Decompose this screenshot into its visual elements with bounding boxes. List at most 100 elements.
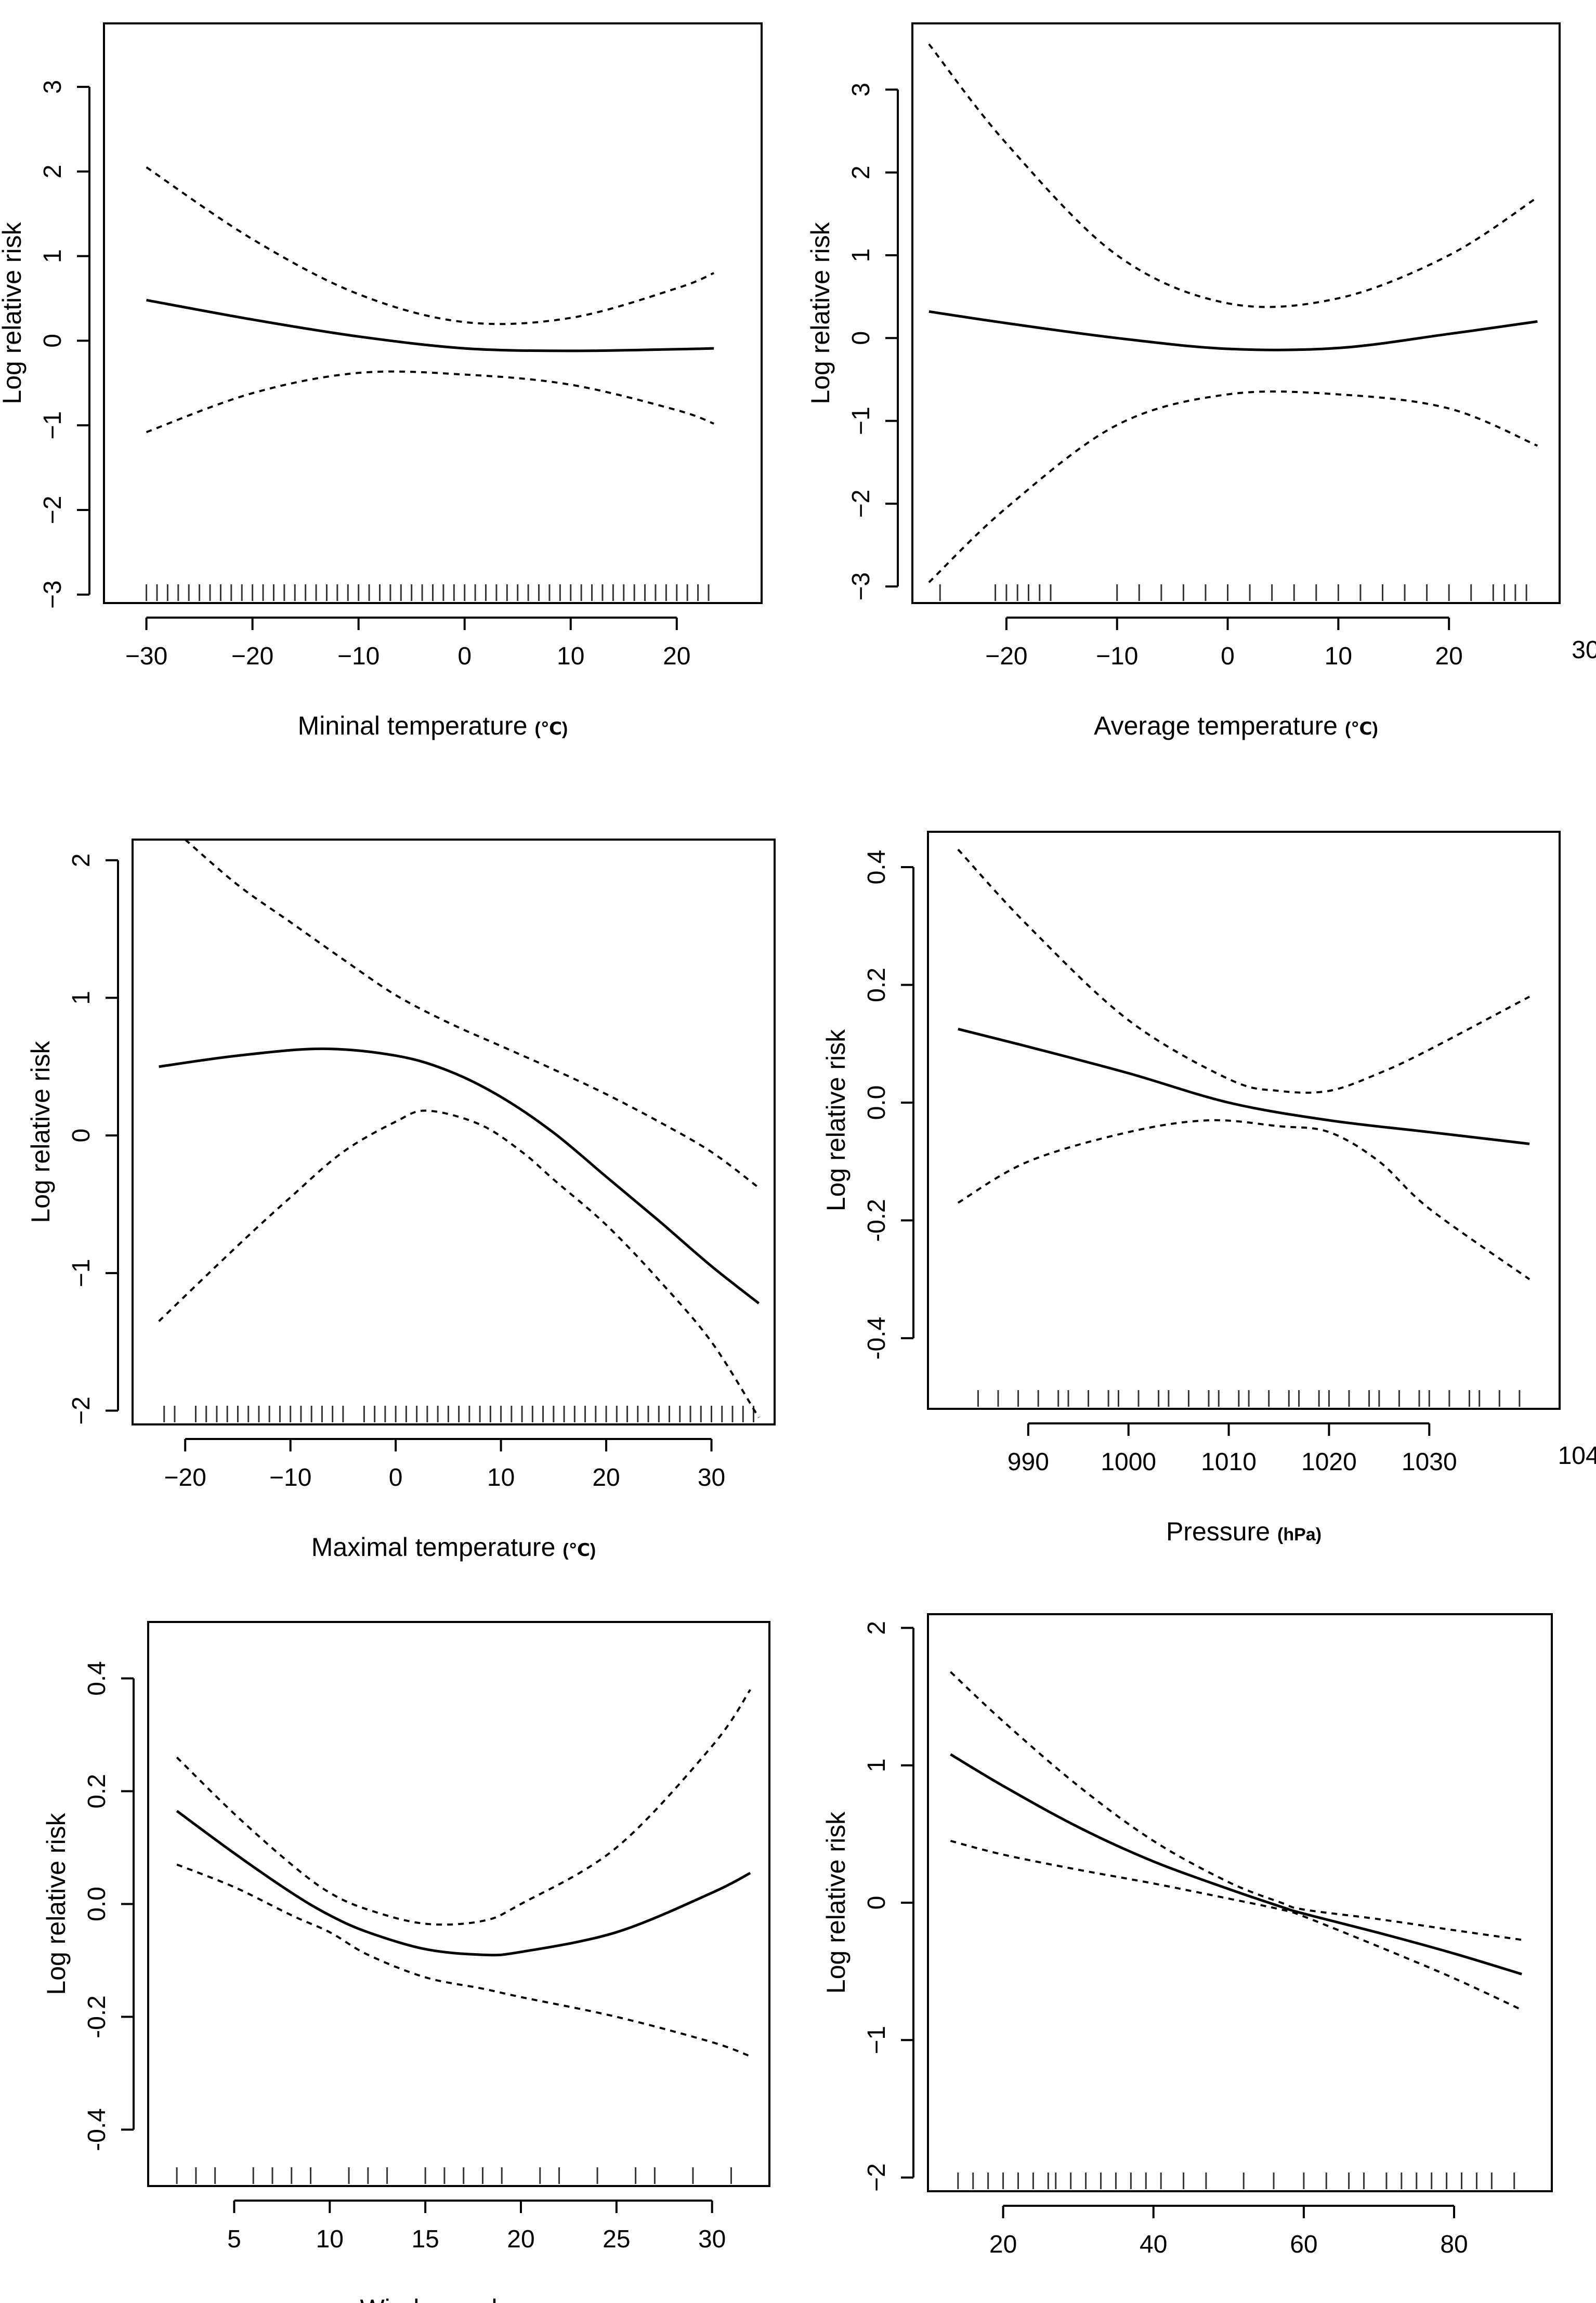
x-tick-label: 30 [698,1464,725,1491]
y-tick-label: −1 [847,407,875,435]
x-tick-label: 10 [1325,643,1352,670]
y-tick-label: 2 [863,1621,891,1635]
y-tick-label: 1 [847,248,875,263]
x-tick-label: 40 [1140,2231,1167,2258]
y-tick-label: -0.2 [83,1995,111,2038]
y-tick-label: 0.4 [863,850,891,885]
y-tick-label: 0 [863,1896,891,1910]
x-axis-unit: (℃) [1345,719,1378,739]
y-tick-label: 1 [39,249,67,263]
x-tick-label: 1000 [1101,1448,1156,1476]
series-lower [146,370,714,434]
x-axis-label: Wind speed (km/h) [360,2294,557,2303]
x-tick-label: 60 [1290,2231,1317,2258]
series-estimate [176,1810,751,1957]
series-upper [176,1689,751,1926]
y-axis-label: Log relative risk [42,1812,71,1995]
x-tick-label: 15 [411,2226,439,2253]
y-tick-label: 3 [847,83,875,97]
panel-5: 5 10 15 20 25 30 -0.4 -0.2 0.0 0.2 0.4 Wind speed (k… [42,1621,770,2303]
y-tick-label: 0.0 [83,1887,111,1921]
x-axis-label: Maximal temperature (℃) [311,1533,596,1562]
y-tick-label: 3 [39,80,67,94]
x-tick-label: 1020 [1301,1448,1357,1476]
x-axis-label: Pressure (hPa) [1166,1517,1322,1546]
x-tick-label: 20 [1435,643,1462,670]
series-estimate [159,1047,760,1305]
x-tick-label: 1010 [1201,1448,1257,1476]
x-tick-label: 20 [663,643,690,670]
y-axis-label: Log relative risk [806,221,835,404]
y-tick-label: −3 [39,580,67,609]
plot-frame [147,1621,770,2187]
x-tick-label: 80 [1440,2231,1468,2258]
y-tick-label: 0.4 [83,1661,111,1696]
x-axis-title: Wind speed [360,2294,497,2303]
x-tick-label: 1040 [1558,1442,1596,1470]
y-tick-label: 0 [68,1129,95,1143]
series-estimate [958,1027,1530,1145]
series-upper [146,166,714,325]
rug [176,2167,732,2184]
rug [163,1406,755,1422]
x-tick-label: 20 [507,2226,534,2253]
series-upper [950,1671,1522,1941]
y-tick-label: −2 [847,489,875,518]
plot-frame [132,839,776,1425]
x-tick-label: 30 [1572,636,1596,664]
x-tick-label: 20 [989,2231,1017,2258]
y-axis-label: Log relative risk [821,1811,851,1994]
x-tick-label: 1030 [1402,1448,1457,1476]
plot-frame [927,1613,1553,2192]
x-axis-unit: (℃) [562,1540,596,1560]
series-upper [928,43,1538,308]
series-estimate [928,310,1538,351]
plot-frame [103,22,763,604]
y-tick-label: −2 [39,496,67,525]
y-axis-label: Log relative risk [0,221,27,404]
y-tick-label: −1 [39,411,67,440]
x-tick-label: 0 [389,1464,403,1491]
x-axis-label: Mininal temperature (℃) [298,711,568,740]
y-tick-label: 0.2 [863,967,891,1002]
x-tick-label: −10 [269,1464,311,1491]
x-axis-label: Average humidity(%) [1122,2299,1357,2303]
x-tick-label: −30 [125,643,167,670]
rug [939,584,1527,601]
x-axis-title: Average temperature [1094,711,1338,740]
x-tick-label: −20 [985,643,1027,670]
x-axis-unit: (℃) [535,719,568,739]
panel-4: 990 1000 1010 1020 1030 1040 -0.4 -0.2 0.0 0.2 0.4… [821,831,1596,1546]
y-tick-label: -0.4 [83,2108,111,2151]
rug [957,2173,1515,2189]
series-lower [957,1119,1530,1280]
x-tick-label: −10 [337,643,380,670]
y-tick-label: 2 [68,853,95,867]
y-tick-label: -0.4 [863,1317,891,1360]
series-estimate [950,1753,1522,1975]
rug [146,584,710,601]
x-tick-label: 10 [487,1464,515,1491]
x-tick-label: 0 [1221,643,1235,670]
x-axis-label: Average temperature (℃) [1094,711,1378,740]
panel-6: 20 40 60 80 −2 −1 0 1 2 Average humidity(%) Log re… [821,1613,1553,2303]
x-axis-unit: (hPa) [1277,1525,1322,1545]
x-tick-label: 25 [603,2226,630,2253]
y-tick-label: -0.2 [863,1199,891,1242]
x-tick-label: 20 [592,1464,620,1491]
plot-frame [911,22,1561,604]
y-tick-label: −2 [863,2163,891,2192]
x-tick-label: −20 [231,643,273,670]
series-upper [184,840,760,1189]
y-tick-label: 0.0 [863,1085,891,1120]
series-upper [957,848,1530,1094]
y-tick-label: 0 [39,334,67,348]
x-axis-unit: (km/h) [505,2302,558,2303]
x-tick-label: 5 [227,2226,241,2253]
y-tick-label: −2 [68,1396,95,1425]
y-tick-label: 2 [847,165,875,179]
